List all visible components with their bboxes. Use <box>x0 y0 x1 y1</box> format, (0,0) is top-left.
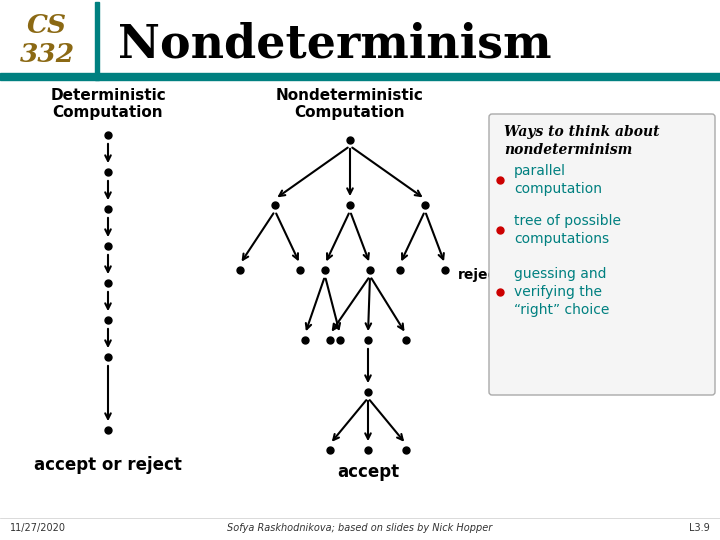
Bar <box>95 2 99 80</box>
Text: Deterministic
Computation: Deterministic Computation <box>50 88 166 120</box>
Text: 11/27/2020: 11/27/2020 <box>10 523 66 533</box>
Text: accept: accept <box>337 463 399 481</box>
Text: CS
332: CS 332 <box>19 13 75 67</box>
Text: guessing and
verifying the
“right” choice: guessing and verifying the “right” choic… <box>514 267 609 318</box>
FancyBboxPatch shape <box>489 114 715 395</box>
Text: parallel
computation: parallel computation <box>514 164 602 196</box>
Text: Nondeterministic
Computation: Nondeterministic Computation <box>276 88 424 120</box>
Text: Ways to think about
nondeterminism: Ways to think about nondeterminism <box>504 125 660 157</box>
Text: tree of possible
computations: tree of possible computations <box>514 214 621 246</box>
Text: Nondeterminism: Nondeterminism <box>118 21 552 67</box>
Bar <box>0 73 720 80</box>
Text: reject: reject <box>458 268 503 282</box>
Text: accept or reject: accept or reject <box>34 456 182 474</box>
Text: Sofya Raskhodnikova; based on slides by Nick Hopper: Sofya Raskhodnikova; based on slides by … <box>228 523 492 533</box>
Text: L3.9: L3.9 <box>689 523 710 533</box>
